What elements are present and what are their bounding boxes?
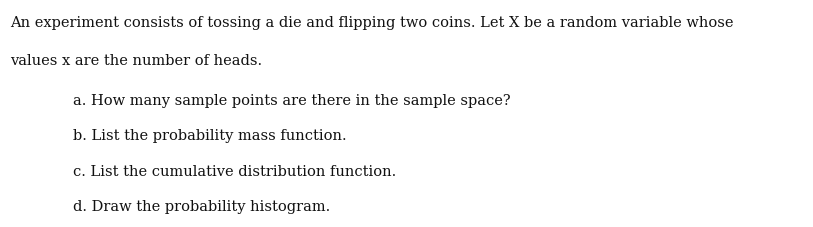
- Text: a. How many sample points are there in the sample space?: a. How many sample points are there in t…: [73, 94, 511, 108]
- Text: d. Draw the probability histogram.: d. Draw the probability histogram.: [73, 200, 330, 214]
- Text: c. List the cumulative distribution function.: c. List the cumulative distribution func…: [73, 165, 397, 179]
- Text: b. List the probability mass function.: b. List the probability mass function.: [73, 129, 347, 143]
- Text: values x are the number of heads.: values x are the number of heads.: [10, 54, 262, 69]
- Text: An experiment consists of tossing a die and flipping two coins. Let X be a rando: An experiment consists of tossing a die …: [10, 16, 733, 30]
